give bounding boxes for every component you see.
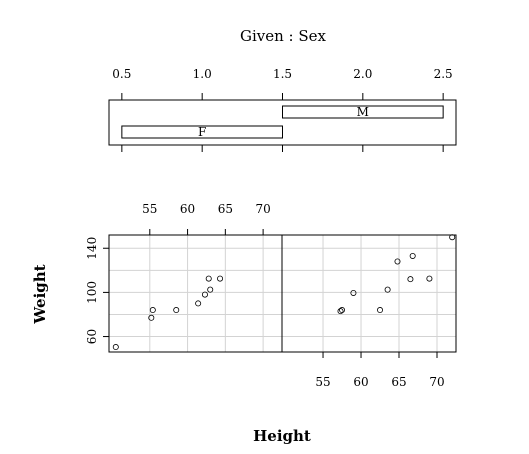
scatter-point-m (384, 286, 391, 293)
given-intervals: FM (121, 105, 444, 139)
panel-frame-f (108, 234, 283, 353)
y-tick-label: 100 (85, 281, 99, 304)
y-tick-label: 140 (85, 237, 99, 260)
scatter-point-m (426, 275, 433, 282)
scatter-point-m (339, 307, 346, 314)
given-bar-f (121, 125, 283, 139)
scatter-point-f (148, 314, 155, 321)
panel-frame-m (281, 234, 457, 353)
scatter-point-m (350, 289, 357, 296)
panel-axes: 55 55 60 60 65 65 70 70 60 100 140 (85, 202, 445, 389)
given-bar-m (282, 105, 444, 119)
x-tick-label-top: 65 (218, 202, 233, 216)
given-bar-label: F (198, 125, 206, 139)
scatter-point-f (201, 291, 208, 298)
given-tick-label: 0.5 (112, 67, 131, 81)
scatter-point-f (217, 275, 224, 282)
x-tick-label-bottom: 65 (391, 375, 406, 389)
given-panel: 0.5 1.0 1.5 2.0 2.5 FM (108, 67, 457, 152)
given-panel-frame (108, 99, 457, 146)
scatter-point-f (173, 307, 180, 314)
x-tick-label-top: 70 (255, 202, 270, 216)
panel-grid (109, 235, 456, 352)
scatter-point-f (149, 307, 156, 314)
given-bar-label: M (357, 105, 369, 119)
scatter-point-f (112, 344, 119, 351)
x-axis-title: Height (253, 427, 311, 445)
given-tick-label: 1.5 (273, 67, 292, 81)
given-tick-label: 2.0 (353, 67, 372, 81)
scatter-point-m (407, 276, 414, 283)
x-tick-label-bottom: 70 (429, 375, 444, 389)
y-axis-title: Weight (31, 264, 49, 324)
given-tick-label: 1.0 (193, 67, 212, 81)
given-axis-ticks: 0.5 1.0 1.5 2.0 2.5 (112, 67, 453, 152)
x-tick-label-top: 55 (142, 202, 157, 216)
x-tick-label-bottom: 55 (315, 375, 330, 389)
x-tick-label-top: 60 (180, 202, 195, 216)
scatter-point-m (409, 252, 416, 259)
scatter-point-f (195, 300, 202, 307)
scatter-point-f (205, 275, 212, 282)
scatter-point-m (377, 307, 384, 314)
scatter-point-f (207, 286, 214, 293)
scatter-points (112, 234, 456, 351)
scatter-point-m (394, 258, 401, 265)
scatter-point-m (337, 308, 344, 315)
dependence-panels: 55 55 60 60 65 65 70 70 60 100 140 (85, 202, 457, 389)
given-panel-title: Given : Sex (240, 27, 327, 45)
y-tick-label: 60 (85, 329, 99, 344)
given-tick-label: 2.5 (434, 67, 453, 81)
x-tick-label-bottom: 60 (353, 375, 368, 389)
